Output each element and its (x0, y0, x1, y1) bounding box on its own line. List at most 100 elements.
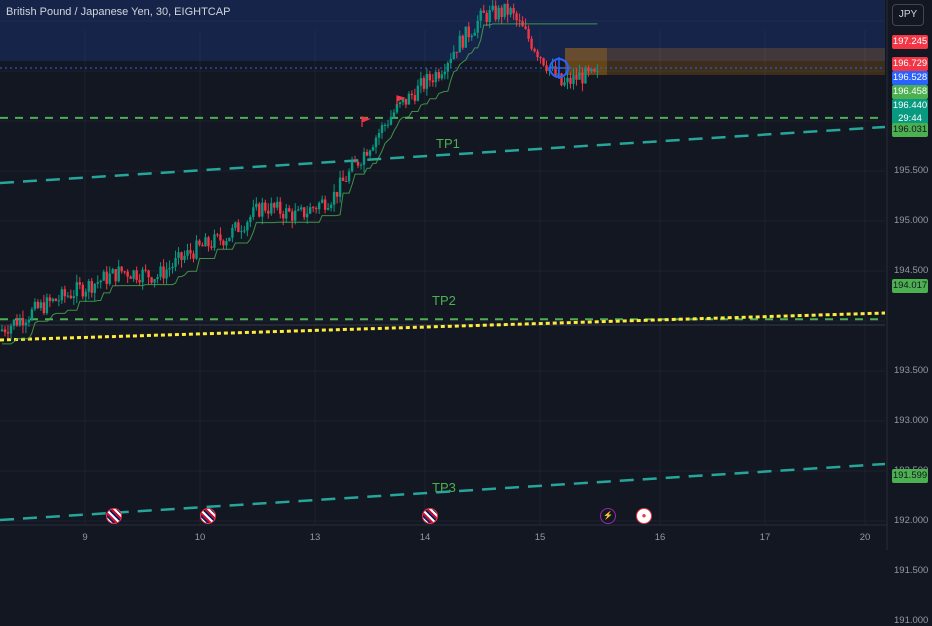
candle-body (24, 322, 28, 326)
uk-flag-event-icon[interactable] (200, 508, 216, 524)
candle-body (144, 269, 147, 271)
candle-body (153, 279, 156, 283)
candle-body (255, 203, 258, 208)
candle-body (377, 132, 381, 138)
candle-body (398, 102, 402, 105)
candle-body (545, 65, 548, 72)
candle-body (27, 319, 31, 323)
blue-zone (0, 0, 885, 61)
uk-flag-event-icon[interactable] (106, 508, 122, 524)
price-label-value: 196.729 (892, 58, 928, 69)
candle-body (473, 32, 476, 36)
candle-body (527, 28, 530, 39)
candle-body (141, 269, 144, 283)
candle-body (452, 51, 455, 59)
candle-body (386, 124, 390, 126)
record-event-icon[interactable]: ● (636, 508, 652, 524)
candle-body (156, 276, 159, 280)
candle-body (506, 3, 509, 15)
candle-body (359, 164, 363, 166)
candle-body (18, 318, 22, 326)
price-label-value: 191.599 (892, 470, 928, 481)
candle-body (147, 270, 150, 278)
candle-body (404, 98, 408, 105)
candle-body (368, 150, 372, 156)
uk-flag-event-icon[interactable] (422, 508, 438, 524)
candle-body (512, 8, 515, 14)
candle-body (264, 202, 267, 211)
candle-body (539, 56, 542, 59)
candle-body (425, 74, 429, 89)
candle-body (120, 266, 123, 272)
candle-body (365, 151, 369, 156)
candle-body (171, 266, 174, 269)
candle-body (81, 284, 84, 297)
red-flag-icon (361, 116, 371, 127)
candle-body (0, 329, 4, 331)
candle-body (51, 298, 55, 302)
candle-body (45, 297, 49, 314)
candle-body (395, 104, 399, 113)
candle-body (560, 73, 563, 86)
candle-body (252, 207, 255, 217)
time-axis-tick: 15 (534, 532, 546, 543)
bar-countdown: 29:44 (898, 113, 922, 124)
price-label-red_line: 197.245 (892, 35, 928, 49)
candle-body (48, 297, 52, 302)
candle-body (54, 298, 58, 302)
price-label-tp: 194.017 (892, 279, 928, 293)
price-label-value: 197.245 (892, 36, 928, 47)
candle-body (458, 35, 461, 53)
candle-body (317, 202, 321, 210)
candle-body (282, 213, 285, 219)
price-axis-tick: 193.500 (894, 365, 929, 376)
candle-body (584, 67, 587, 84)
candle-body (132, 270, 135, 279)
candle-body (165, 269, 168, 279)
candle-body (243, 230, 246, 232)
currency-button[interactable]: JPY (892, 4, 924, 26)
price-label-red_zone: 196.729 (892, 57, 928, 71)
chart-title: British Pound / Japanese Yen, 30, EIGHTC… (6, 6, 231, 18)
candle-body (93, 283, 96, 293)
price-label-green: 196.458 (892, 85, 928, 99)
price-axis-tick: 195.500 (894, 165, 929, 176)
candle-body (297, 209, 300, 211)
price-axis-tick: 192.000 (894, 515, 929, 526)
candle-body (326, 207, 330, 210)
chart-canvas[interactable] (0, 0, 932, 550)
candle-body (323, 199, 327, 210)
candle-body (374, 137, 378, 148)
price-axis-tick: 191.000 (894, 615, 929, 626)
candle-body (267, 210, 270, 214)
lightning-event-icon[interactable]: ⚡ (600, 508, 616, 524)
price-label-blue_zone: 196.528 (892, 71, 928, 85)
candle-body (449, 58, 452, 64)
candle-body (216, 234, 219, 236)
tp-annotation: TP2 (432, 293, 456, 308)
candle-body (204, 237, 207, 247)
candle-body (536, 51, 539, 57)
candle-body (407, 93, 411, 105)
candle-body (461, 35, 464, 48)
candle-body (569, 77, 572, 84)
candle-body (192, 253, 195, 259)
candle-body (464, 26, 467, 48)
candle-body (180, 252, 183, 260)
candle-body (162, 266, 165, 279)
candle-body (401, 98, 405, 103)
candle-body (341, 177, 345, 181)
candle-body (183, 255, 186, 260)
candle-body (225, 241, 228, 246)
price-label-value: 196.440 (892, 100, 928, 111)
candle-body (219, 234, 222, 241)
candle-body (413, 95, 417, 101)
orange-zone-extension (607, 48, 885, 75)
candle-body (273, 203, 276, 208)
candle-body (15, 319, 19, 326)
candle-body (428, 74, 432, 81)
candle-body (159, 266, 162, 277)
candle-body (201, 244, 204, 247)
candle-body (320, 199, 324, 203)
chart-background (0, 0, 932, 550)
